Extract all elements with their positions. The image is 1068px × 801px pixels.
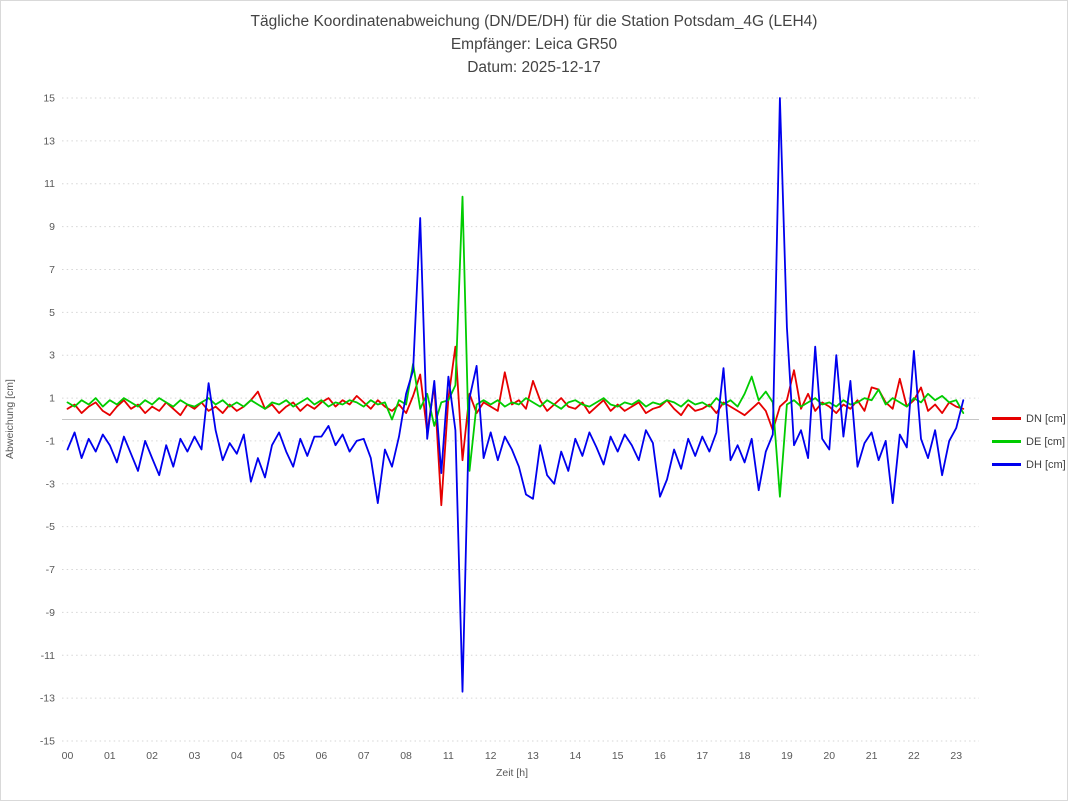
x-tick-label: 03: [189, 750, 201, 762]
x-tick-label: 16: [654, 750, 666, 762]
y-tick-label: 5: [49, 307, 55, 319]
y-tick-label: -15: [40, 736, 55, 748]
x-tick-label: 05: [273, 750, 285, 762]
series-line-dn: [66, 345, 965, 507]
chart-subtitle-date: Datum: 2025-12-17: [467, 59, 601, 76]
x-tick-label: 15: [612, 750, 624, 762]
chart-subtitle-receiver: Empfänger: Leica GR50: [450, 36, 618, 53]
x-tick-label: 13: [527, 750, 539, 762]
y-tick-label: 7: [49, 264, 55, 276]
x-tick-label: 06: [316, 750, 328, 762]
y-tick-label: 13: [43, 135, 55, 147]
y-tick-label: -13: [40, 693, 55, 705]
x-axis-title: Zeit [h]: [495, 767, 529, 779]
y-tick-label: -11: [41, 650, 56, 662]
x-tick-label: 12: [485, 750, 497, 762]
y-tick-label: 11: [44, 178, 55, 190]
legend-item-dn: DN [cm]: [992, 407, 1066, 430]
x-tick-label: 21: [866, 750, 878, 762]
title-block: Tägliche Koordinatenabweichung (DN/DE/DH…: [1, 10, 1067, 79]
x-tick-label: 00: [62, 750, 74, 762]
y-tick-label: 15: [43, 93, 55, 105]
y-tick-label: 1: [49, 393, 55, 405]
chart-title: Tägliche Koordinatenabweichung (DN/DE/DH…: [250, 13, 818, 30]
legend: DN [cm] DE [cm] DH [cm]: [992, 407, 1066, 476]
legend-item-dh: DH [cm]: [992, 453, 1066, 476]
y-tick-label: -5: [46, 521, 55, 533]
x-tick-label: 18: [739, 750, 751, 762]
y-tick-label: -3: [46, 478, 55, 490]
x-tick-label: 17: [696, 750, 708, 762]
x-tick-label: 01: [104, 750, 116, 762]
series-line-dh: [66, 97, 965, 693]
legend-swatch-dn: [992, 417, 1021, 420]
y-tick-label: -9: [46, 607, 55, 619]
x-tick-label: 02: [146, 750, 158, 762]
legend-label-dh: DH [cm]: [1026, 458, 1066, 471]
x-tick-label: 23: [950, 750, 962, 762]
legend-label-de: DE [cm]: [1026, 435, 1066, 448]
legend-swatch-dh: [992, 463, 1021, 466]
x-tick-label: 11: [443, 750, 454, 762]
x-tick-label: 04: [231, 750, 243, 762]
y-tick-label: 3: [49, 350, 55, 362]
y-tick-label: 9: [49, 221, 55, 233]
legend-swatch-de: [992, 440, 1021, 443]
y-tick-label: -7: [46, 564, 55, 576]
legend-label-dn: DN [cm]: [1026, 412, 1066, 425]
x-tick-label: 19: [781, 750, 793, 762]
x-tick-label: 20: [823, 750, 835, 762]
x-tick-label: 07: [358, 750, 370, 762]
x-tick-label: 14: [569, 750, 581, 762]
x-tick-label: 22: [908, 750, 920, 762]
y-tick-label: -1: [46, 435, 55, 447]
x-tick-label: 08: [400, 750, 412, 762]
legend-item-de: DE [cm]: [992, 430, 1066, 453]
series-line-de: [66, 195, 965, 498]
